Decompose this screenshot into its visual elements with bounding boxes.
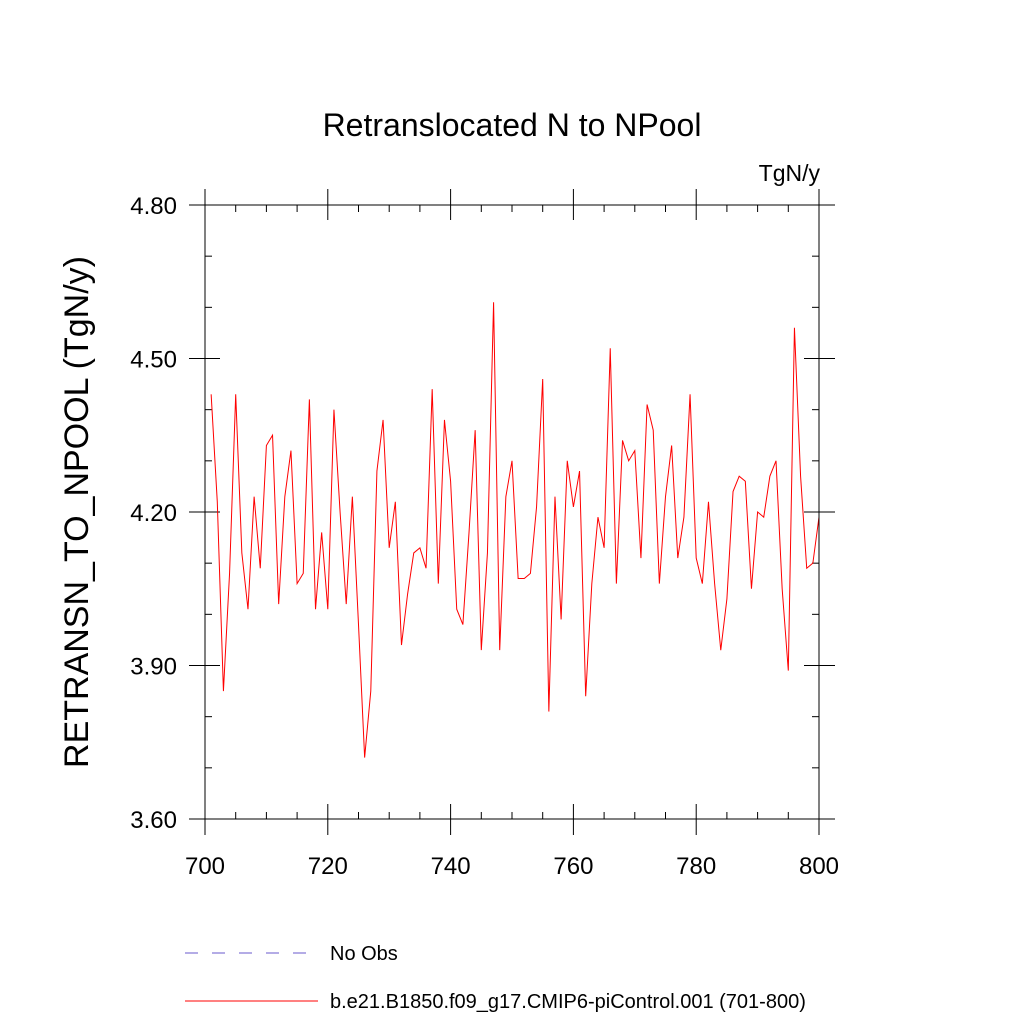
x-tick-label: 800 <box>799 853 839 880</box>
x-tick-label: 720 <box>308 853 348 880</box>
chart-title: Retranslocated N to NPool <box>323 107 702 143</box>
legend-label-model: b.e21.B1850.f09_g17.CMIP6-piControl.001 … <box>330 991 806 1013</box>
y-tick-label: 4.50 <box>130 347 177 374</box>
legend-label-no-obs: No Obs <box>330 943 398 965</box>
legend: No Obs b.e21.B1850.f09_g17.CMIP6-piContr… <box>185 943 806 1013</box>
series-line <box>210 302 820 758</box>
x-tick-label: 760 <box>553 853 593 880</box>
y-tick-label: 3.60 <box>130 807 177 834</box>
y-tick-label: 4.80 <box>130 193 177 220</box>
axis-ticks <box>189 189 835 835</box>
x-tick-label: 780 <box>676 853 716 880</box>
y-axis-label: RETRANSN_TO_NPOOL (TgN/y) <box>58 256 96 768</box>
x-tick-label: 740 <box>431 853 471 880</box>
series-layer <box>210 302 820 758</box>
tick-labels: 700 720 740 760 780 800 3.60 3.90 4.20 4.50 4.80 <box>130 193 839 880</box>
plot-frame <box>204 204 820 820</box>
y-tick-label: 4.20 <box>130 500 177 527</box>
x-tick-label: 700 <box>185 853 225 880</box>
units-label: TgN/y <box>759 160 821 186</box>
y-tick-label: 3.90 <box>130 654 177 681</box>
